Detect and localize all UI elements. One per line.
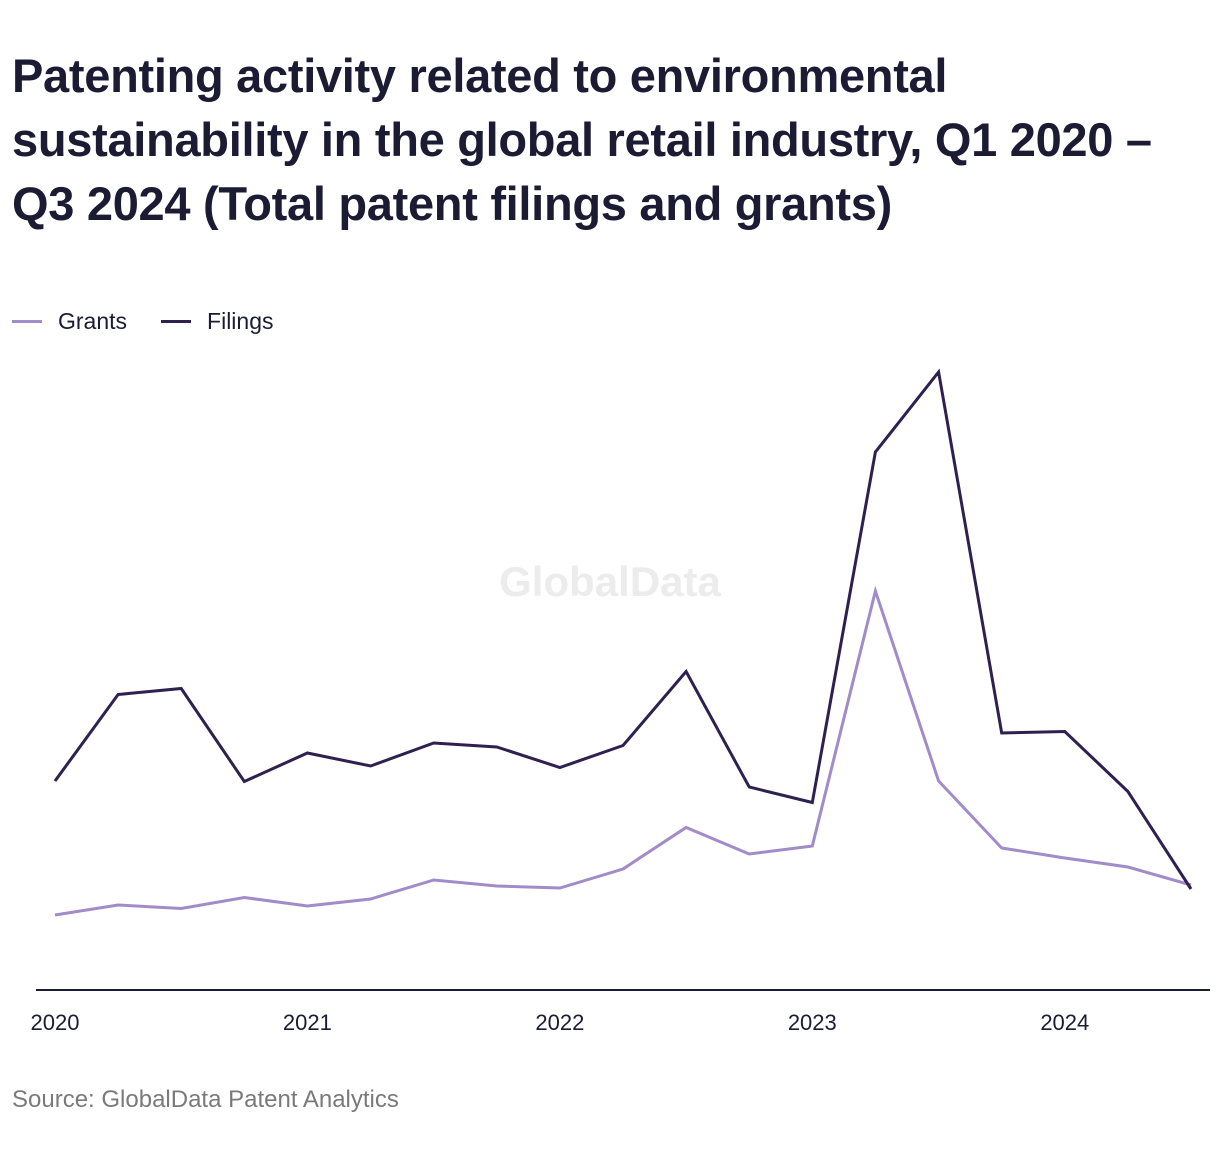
legend-label-grants: Grants <box>58 307 128 334</box>
x-tick-label: 2022 <box>535 1010 584 1035</box>
series-line-filings <box>53 368 1193 890</box>
x-axis-ticks: 2020 2021 2022 2023 2024 <box>31 1010 1090 1035</box>
watermark-text: GlobalData <box>499 558 721 605</box>
x-tick-label: 2021 <box>283 1010 332 1035</box>
legend-swatch-filings <box>161 319 192 323</box>
x-tick-label: 2020 <box>31 1010 80 1035</box>
legend: Grants Filings <box>12 306 308 336</box>
legend-swatch-grants <box>12 319 42 323</box>
chart-title: Patenting activity related to environmen… <box>12 49 1152 230</box>
x-tick-label: 2023 <box>788 1010 837 1035</box>
series-layer <box>53 368 1193 917</box>
legend-item-grants: Grants <box>12 308 127 335</box>
legend-label-filings: Filings <box>207 307 274 334</box>
legend-item-filings: Filings <box>161 307 274 335</box>
x-tick-label: 2024 <box>1040 1010 1089 1035</box>
source-note: Source: GlobalData Patent Analytics <box>12 1086 399 1113</box>
series-line-grants <box>54 585 1192 917</box>
